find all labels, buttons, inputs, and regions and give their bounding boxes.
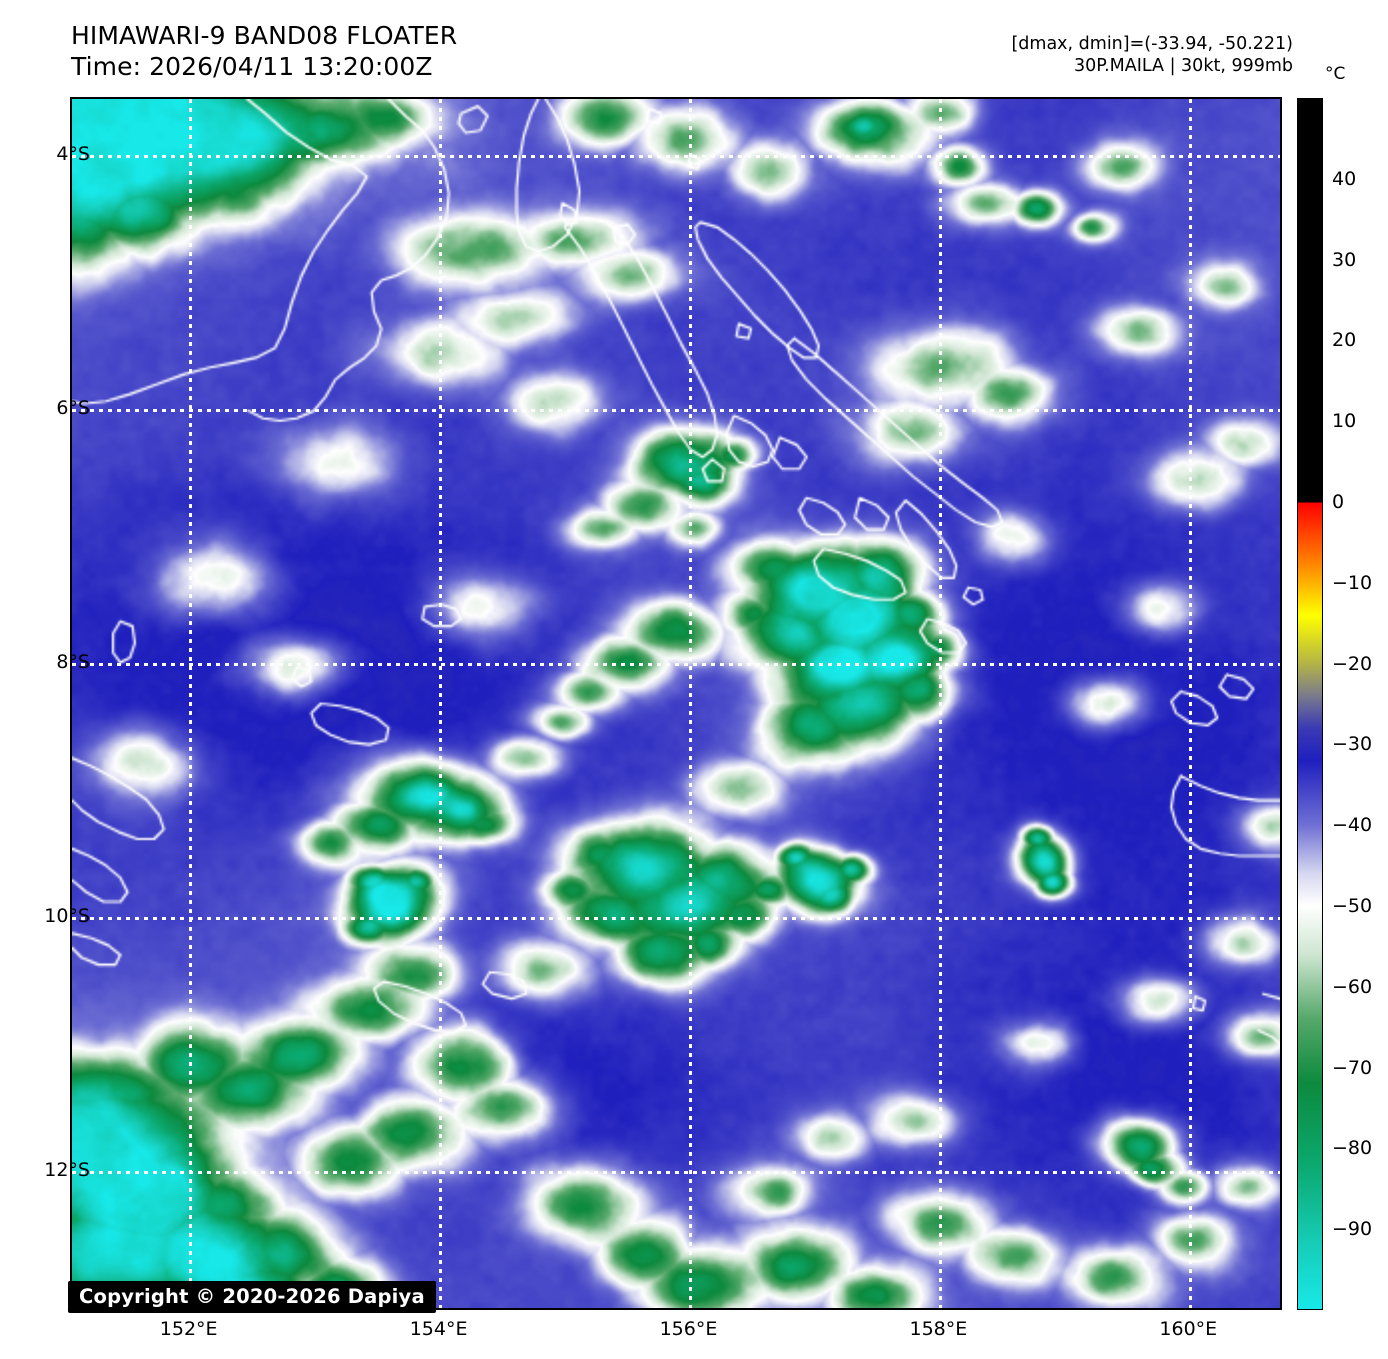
colorbar[interactable] xyxy=(1297,98,1323,1310)
colorbar-tick-label: 0 xyxy=(1332,491,1345,513)
longitude-tick-label: 160°E xyxy=(1159,1318,1218,1340)
latitude-tick-label: 8°S xyxy=(56,651,90,674)
longitude-tick-label: 152°E xyxy=(159,1318,218,1340)
latitude-tick-label: 4°S xyxy=(56,143,90,166)
colorbar-tick-label: 20 xyxy=(1332,329,1357,352)
timestamp-label: Time: 2026/04/11 13:20:00Z xyxy=(71,52,433,81)
page-title: HIMAWARI-9 BAND08 FLOATER Time: 2026/04/… xyxy=(71,20,457,82)
colorbar-tick-label: −30 xyxy=(1332,733,1373,756)
longitude-tick-label: 154°E xyxy=(409,1318,468,1340)
product-title: HIMAWARI-9 BAND08 FLOATER xyxy=(71,21,458,50)
latitude-tick-label: 6°S xyxy=(56,397,90,420)
copyright-watermark: Copyright © 2020-2026 Dapiya xyxy=(68,1281,436,1313)
colorbar-tick-label: 40 xyxy=(1332,167,1357,190)
metadata-block: [dmax, dmin]=(-33.94, -50.221) 30P.MAILA… xyxy=(1011,33,1293,77)
colorbar-tick-label: −70 xyxy=(1332,1056,1373,1079)
colorbar-tick-label: −80 xyxy=(1332,1137,1373,1160)
longitude-tick-label: 156°E xyxy=(659,1318,718,1340)
satellite-image-plot[interactable] xyxy=(70,97,1282,1310)
colorbar-tick-label: 30 xyxy=(1332,248,1357,271)
colorbar-unit-label: °C xyxy=(1325,64,1346,84)
latitude-tick-label: 12°S xyxy=(44,1159,90,1182)
colorbar-tick-label: −20 xyxy=(1332,652,1373,675)
colorbar-tick-label: 10 xyxy=(1332,410,1357,433)
colorbar-tick-label: −40 xyxy=(1332,814,1373,837)
storm-info-label: 30P.MAILA | 30kt, 999mb xyxy=(1074,56,1293,76)
colorbar-gradient xyxy=(1298,99,1322,1309)
longitude-tick-label: 158°E xyxy=(909,1318,968,1340)
colorbar-tick-label: −90 xyxy=(1332,1218,1373,1241)
colorbar-tick-label: −60 xyxy=(1332,975,1373,998)
satellite-imagery xyxy=(72,99,1280,1308)
data-range-label: [dmax, dmin]=(-33.94, -50.221) xyxy=(1011,34,1293,54)
colorbar-tick-label: −10 xyxy=(1332,571,1373,594)
latitude-tick-label: 10°S xyxy=(44,905,90,928)
satellite-canvas xyxy=(72,99,1280,1308)
colorbar-tick-label: −50 xyxy=(1332,895,1373,917)
